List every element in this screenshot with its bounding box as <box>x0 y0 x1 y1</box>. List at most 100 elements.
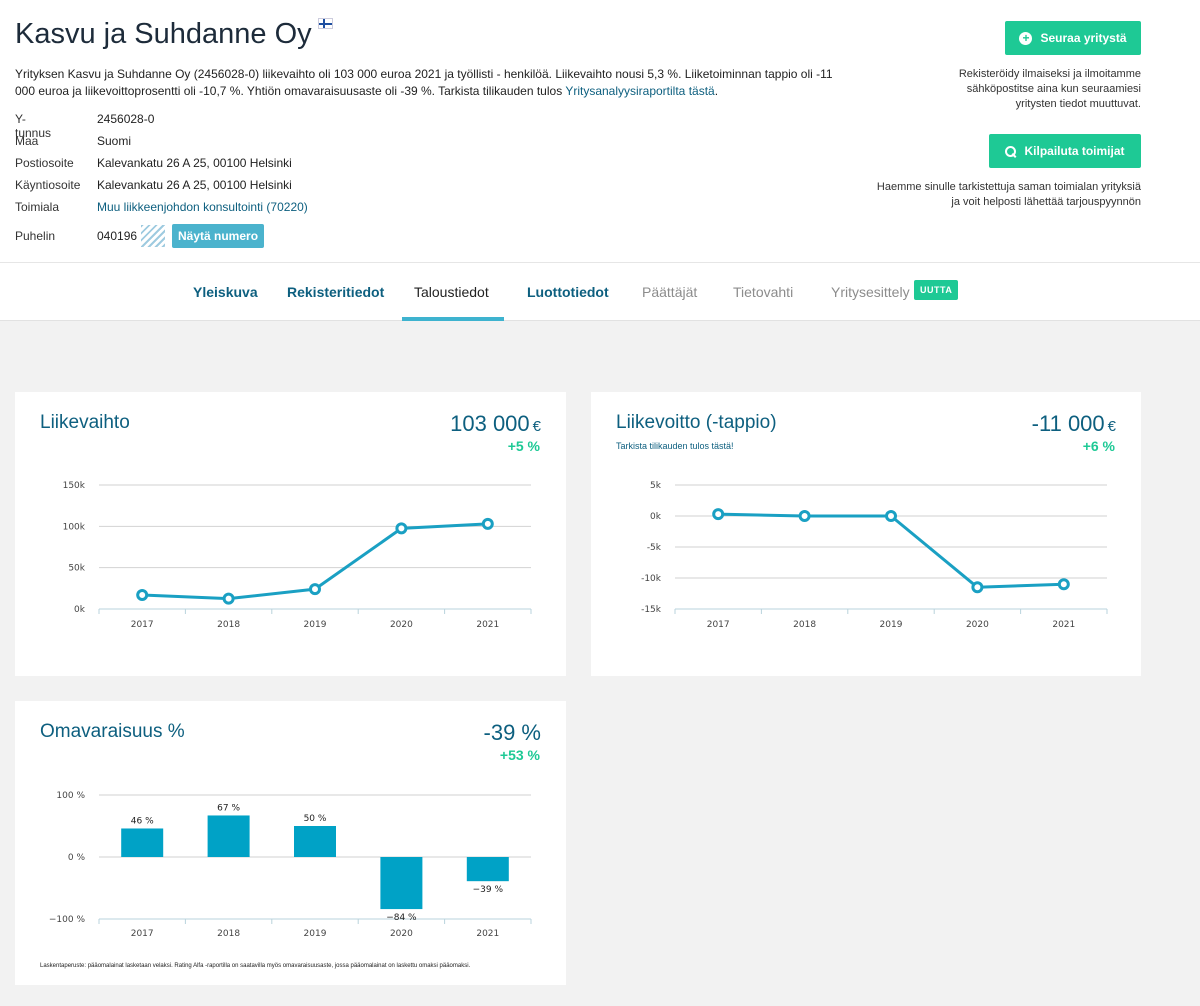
tab-paattajat[interactable]: Päättäjät <box>642 284 698 300</box>
revenue-title: Liikevaihto <box>40 412 130 433</box>
company-name: Kasvu ja Suhdanne Oy <box>15 18 312 50</box>
request-bids-button[interactable]: Kilpailuta toimijat <box>989 134 1141 168</box>
ytunnus-value: 2456028-0 <box>97 112 155 126</box>
bar <box>294 826 336 857</box>
company-title: Kasvu ja Suhdanne Oy <box>15 18 333 51</box>
y-tick-label: 100 % <box>56 791 85 801</box>
profit-currency: € <box>1107 418 1116 435</box>
bar-data-label: 46 % <box>131 816 154 826</box>
kayntiosoite-label: Käyntiosoite <box>15 178 81 192</box>
data-point <box>885 510 897 522</box>
tab-yleiskuva[interactable]: Yleiskuva <box>193 284 258 300</box>
data-point <box>1057 578 1070 591</box>
x-tick-label: 2018 <box>217 929 240 939</box>
equity-change: +53 % <box>499 747 540 763</box>
bar-data-label: 67 % <box>217 803 240 813</box>
revenue-card: Liikevaihto 103 000 € +5 % 0k 50k 100k 150k 2… <box>15 392 566 676</box>
show-number-button[interactable]: Näytä numero <box>172 224 265 248</box>
revenue-value: 103 000 € <box>450 411 541 437</box>
x-tick-label: 2017 <box>131 929 154 939</box>
profit-value: -11 000 € <box>1032 411 1116 437</box>
summary-text: Yrityksen Kasvu ja Suhdanne Oy (2456028-… <box>15 67 833 98</box>
data-point <box>798 510 811 522</box>
x-tick-label: 2017 <box>131 620 154 630</box>
kayntiosoite-value: Kalevankatu 26 A 25, 00100 Helsinki <box>97 178 292 192</box>
company-summary: Yrityksen Kasvu ja Suhdanne Oy (2456028-… <box>15 66 835 100</box>
y-tick-label: -5k <box>647 543 662 553</box>
tab-taloustiedot[interactable]: Taloustiedot <box>414 284 489 300</box>
request-bids-note: Haemme sinulle tarkistettuja saman toimi… <box>876 181 1141 208</box>
profit-title: Liikevoitto (-tappio) <box>616 412 777 433</box>
tab-tietovahti[interactable]: Tietovahti <box>733 284 794 300</box>
x-tick-label: 2021 <box>476 620 499 630</box>
bar <box>207 815 250 857</box>
data-point <box>712 508 725 521</box>
y-tick-label: 5k <box>650 481 662 491</box>
analysis-report-link[interactable]: Yritysanalyysiraportilta tästä <box>565 84 715 98</box>
y-tick-label: 150k <box>63 481 86 491</box>
y-tick-label: 0 % <box>68 853 86 863</box>
equity-footnote: Laskentaperuste: pääomalainat lasketaan … <box>40 963 471 969</box>
bar <box>121 828 164 857</box>
revenue-line-chart: 0k 50k 100k 150k 2017 2018 2019 2020 2021 <box>63 481 532 630</box>
y-tick-label: -10k <box>641 574 662 584</box>
toimiala-link[interactable]: Muu liikkeenjohdon konsultointi (70220) <box>97 200 308 214</box>
follow-company-label: Seuraa yritystä <box>1040 31 1127 45</box>
tab-yritysesittely[interactable]: Yritysesittely <box>831 284 910 300</box>
profit-change: +6 % <box>1082 438 1115 454</box>
plus-circle-icon: + <box>1019 31 1033 45</box>
data-point <box>481 517 494 530</box>
x-tick-label: 2018 <box>793 620 816 630</box>
data-point <box>222 592 235 605</box>
company-header: Kasvu ja Suhdanne Oy Yrityksen Kasvu ja … <box>0 0 1200 262</box>
x-tick-label: 2020 <box>966 620 989 630</box>
hidden-number-mask <box>141 225 165 247</box>
revenue-currency: € <box>532 418 541 435</box>
series-line <box>718 512 1064 589</box>
data-point <box>309 583 321 596</box>
equity-value: -39 % <box>483 720 541 745</box>
maa-label: Maa <box>15 134 39 148</box>
profit-card: Liikevoitto (-tappio) Tarkista tilikaude… <box>591 392 1141 676</box>
bar-data-label: −39 % <box>473 885 504 895</box>
ytunnus-label: Y-tunnus <box>15 112 52 140</box>
postiosoite-label: Postiosoite <box>15 156 74 170</box>
data-point <box>136 588 149 601</box>
data-point <box>971 581 984 594</box>
summary-end: . <box>714 84 719 98</box>
y-tick-label: −100 % <box>49 915 86 925</box>
check-result-link[interactable]: Tarkista tilikauden tulos tästä! <box>616 441 734 451</box>
postiosoite-value: Kalevankatu 26 A 25, 00100 Helsinki <box>97 156 292 170</box>
active-tab-indicator <box>402 317 504 321</box>
x-tick-label: 2019 <box>304 929 327 939</box>
follow-company-button[interactable]: + Seuraa yritystä <box>1005 21 1141 55</box>
data-point <box>395 522 408 535</box>
x-tick-label: 2020 <box>390 929 413 939</box>
revenue-amount: 103 000 <box>450 411 530 436</box>
y-tick-label: 50k <box>68 564 85 574</box>
equity-bar-chart: 100 % 0 % −100 % 2017 2018 2019 2020 2021 46 % 67… <box>49 791 532 939</box>
bar-data-label: −84 % <box>386 913 417 923</box>
bar-data-label: 50 % <box>304 814 327 824</box>
y-tick-label: 0k <box>74 605 86 615</box>
puhelin-label: Puhelin <box>15 229 56 243</box>
search-icon <box>1005 145 1017 157</box>
x-tick-label: 2019 <box>304 620 327 630</box>
finland-flag-icon <box>317 18 333 29</box>
x-tick-label: 2018 <box>217 620 240 630</box>
profit-line-chart: 5k 0k -5k -10k -15k 2017 2018 2019 2020 2021 <box>641 481 1108 630</box>
x-tick-label: 2021 <box>476 929 499 939</box>
x-tick-label: 2020 <box>390 620 413 630</box>
financials-section: Liikevaihto 103 000 € +5 % 0k 50k 100k 150k 2… <box>0 321 1200 1006</box>
profit-amount: -11 000 <box>1031 411 1105 436</box>
y-tick-label: 0k <box>650 512 662 522</box>
x-tick-label: 2017 <box>707 620 730 630</box>
tab-rekisteritiedot[interactable]: Rekisteritiedot <box>287 284 385 300</box>
y-tick-label: -15k <box>641 605 662 615</box>
puhelin-value: 040196 <box>97 229 138 243</box>
new-badge: UUTTA <box>914 280 959 300</box>
bar <box>380 857 423 910</box>
section-tabs: Yleiskuva Rekisteritiedot Taloustiedot L… <box>0 262 1200 321</box>
x-tick-label: 2019 <box>880 620 903 630</box>
tab-luottotiedot[interactable]: Luottotiedot <box>527 284 609 300</box>
